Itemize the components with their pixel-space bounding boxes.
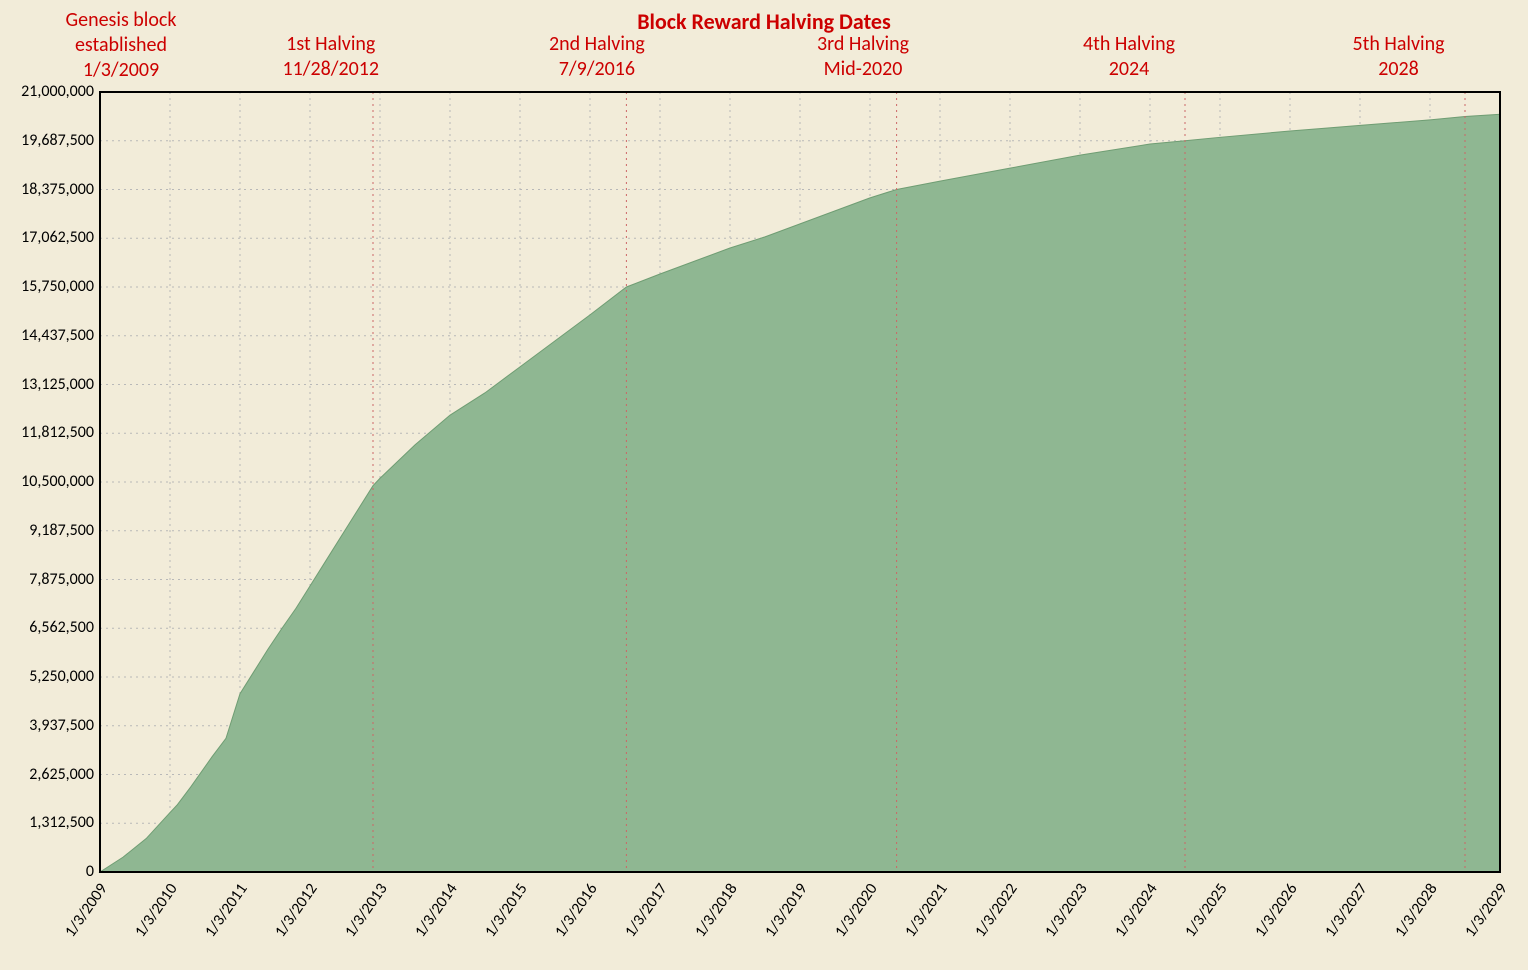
y-tick-label: 17,062,500 [21,228,94,247]
y-tick-label: 18,375,000 [21,180,94,199]
y-tick-label: 19,687,500 [21,131,94,150]
area-series [100,114,1500,872]
y-tick-label: 15,750,000 [21,277,94,296]
y-tick-label: 11,812,500 [21,423,94,442]
y-tick-label: 5,250,000 [29,667,94,686]
y-tick-label: 2,625,000 [29,765,94,784]
y-tick-label: 13,125,000 [21,375,94,394]
chart-root: Block Reward Halving Dates Genesis block… [0,0,1528,970]
y-tick-label: 6,562,500 [29,618,94,637]
y-tick-label: 0 [86,862,94,881]
y-tick-label: 1,312,500 [29,813,94,832]
y-tick-label: 9,187,500 [29,521,94,540]
y-tick-label: 10,500,000 [21,472,94,491]
y-tick-label: 14,437,500 [21,326,94,345]
chart-svg [0,0,1528,970]
y-tick-label: 3,937,500 [29,716,94,735]
y-tick-label: 7,875,000 [29,570,94,589]
y-tick-label: 21,000,000 [21,82,94,101]
